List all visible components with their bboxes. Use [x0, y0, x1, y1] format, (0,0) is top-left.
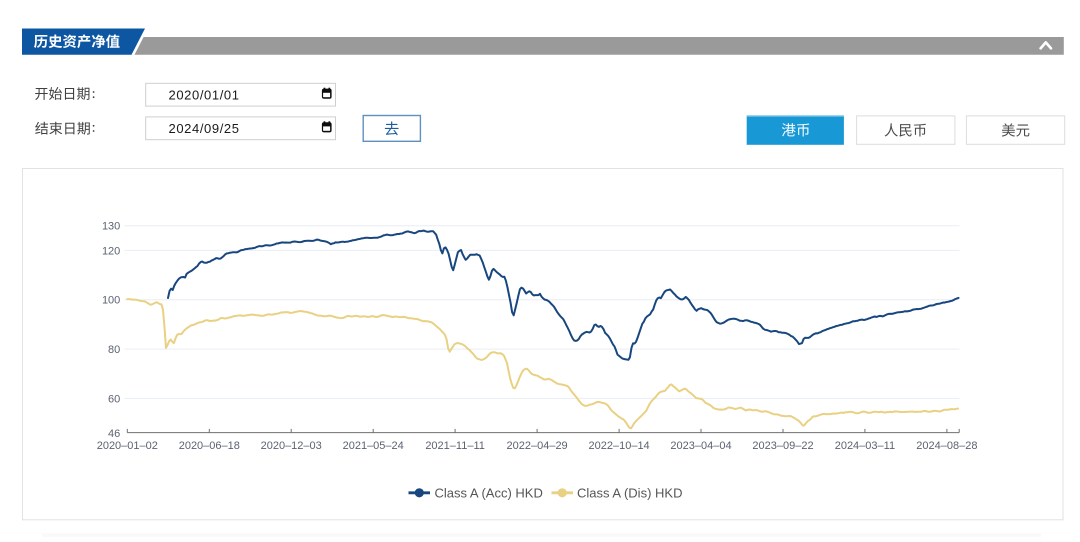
- svg-text:2024–08–28: 2024–08–28: [916, 440, 977, 452]
- svg-text:2021–05–24: 2021–05–24: [343, 440, 404, 452]
- svg-text:Class A (Acc) HKD: Class A (Acc) HKD: [435, 485, 543, 500]
- svg-text:120: 120: [102, 245, 120, 257]
- svg-text:46: 46: [108, 428, 120, 440]
- svg-text:2022–10–14: 2022–10–14: [589, 440, 650, 452]
- svg-text:2020–12–03: 2020–12–03: [261, 440, 322, 452]
- svg-text:60: 60: [108, 393, 120, 405]
- svg-text:2020/01/01: 2020/01/01: [169, 87, 240, 102]
- svg-text:80: 80: [108, 344, 120, 356]
- svg-text:2024–03–11: 2024–03–11: [835, 440, 895, 452]
- svg-text:2021–11–11: 2021–11–11: [425, 440, 485, 452]
- svg-text:Class A (Dis) HKD: Class A (Dis) HKD: [577, 485, 682, 500]
- svg-text:130: 130: [102, 221, 120, 233]
- svg-text:2022–04–29: 2022–04–29: [507, 440, 568, 452]
- svg-text:2024/09/25: 2024/09/25: [169, 121, 240, 136]
- svg-text:2023–04–04: 2023–04–04: [670, 440, 731, 452]
- svg-text:2020–06–18: 2020–06–18: [179, 440, 240, 452]
- svg-text:2020–01–02: 2020–01–02: [97, 440, 158, 452]
- svg-text:100: 100: [102, 295, 120, 307]
- svg-text:2023–09–22: 2023–09–22: [752, 440, 813, 452]
